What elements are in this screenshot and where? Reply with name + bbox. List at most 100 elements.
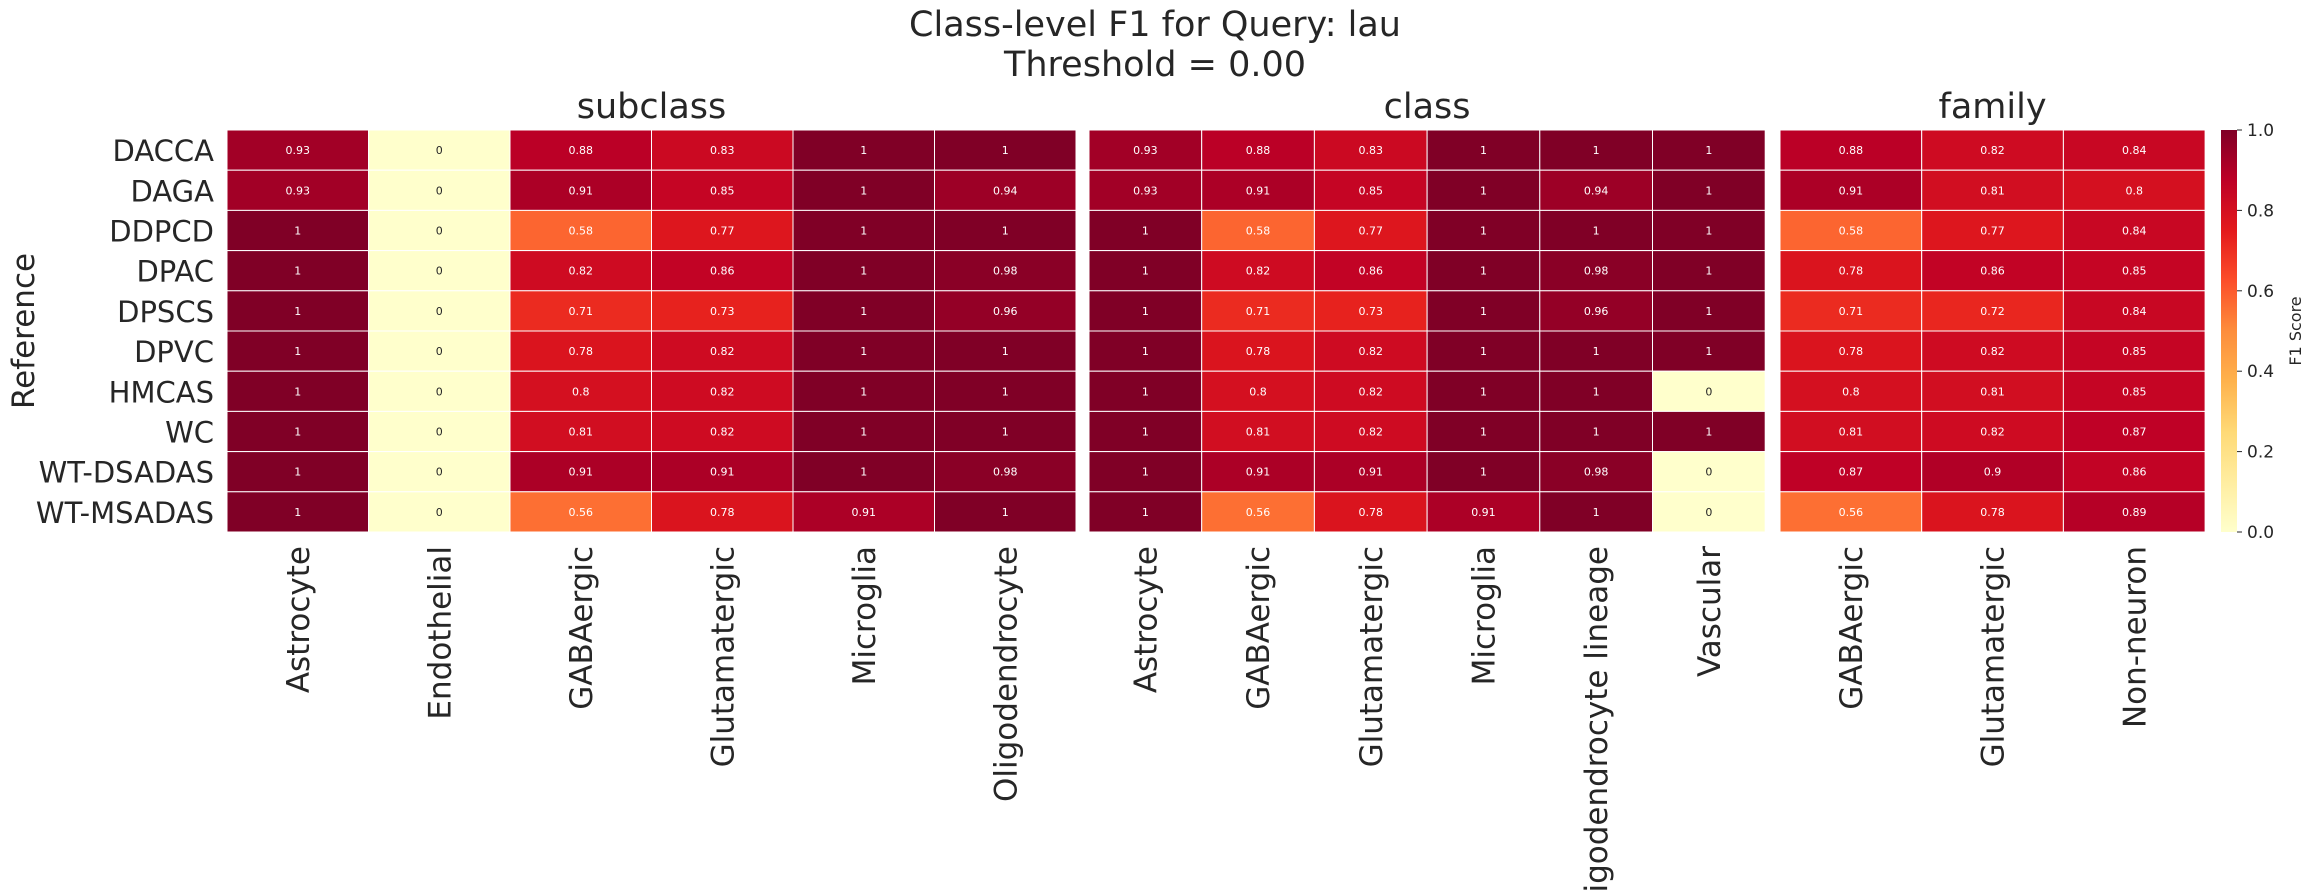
heatmap-cell — [226, 370, 369, 412]
cell-value: 1 — [860, 265, 867, 278]
heatmap-cell — [792, 250, 935, 292]
heatmap-cell — [1088, 370, 1203, 412]
cell-value: 1 — [860, 426, 867, 439]
heatmap-cell — [1779, 370, 1923, 412]
heatmap-cell — [1652, 209, 1766, 252]
cell-value: 0.82 — [1246, 265, 1271, 278]
cell-value: 0.8 — [2126, 184, 2144, 197]
cell-value: 0.86 — [710, 265, 735, 278]
cell-value: 0.56 — [1246, 506, 1271, 519]
cell-value: 0.77 — [710, 225, 735, 238]
cell-value: 0 — [436, 426, 443, 439]
cell-value: 1 — [1002, 385, 1009, 398]
cell-value: 0.93 — [286, 144, 311, 157]
panel-subclass: subclass 0.93 0 0.88 0.83 1 1 0.93 0 0.91 0.85 1 0.9… — [226, 87, 1077, 802]
column-label: Astrocyte — [1128, 546, 1164, 693]
cell-value: 0.56 — [569, 506, 594, 519]
cell-value: 0.91 — [569, 184, 594, 197]
panel-title: class — [1384, 87, 1471, 127]
heatmap-cell — [2062, 290, 2206, 332]
cell-value: 1 — [294, 466, 301, 479]
cell-value: 1 — [1142, 466, 1149, 479]
heatmap-cell — [1539, 451, 1654, 493]
cell-value: 0.85 — [2122, 385, 2147, 398]
cell-value: 0.98 — [993, 466, 1018, 479]
colorbar: 0.0 0.2 0.4 0.6 0.8 1.0 F1 Score — [2221, 121, 2305, 543]
heatmap-cell — [368, 169, 511, 211]
cell-value: 0.96 — [1584, 305, 1609, 318]
heatmap-cell — [226, 491, 369, 533]
panel-class: class 0.93 0.88 0.83 1 1 1 0.93 0.91 0.85 1 0.94 1 1 0… — [1088, 87, 1766, 895]
cell-value: 1 — [1480, 184, 1487, 197]
heatmap-cell — [1921, 129, 2064, 171]
heatmap-cell — [1426, 250, 1541, 292]
cell-value: 0.78 — [1359, 506, 1384, 519]
chart-title: Class-level F1 for Query: lau — [909, 5, 1401, 45]
cell-value: 0.88 — [1839, 144, 1864, 157]
cell-value: 1 — [860, 184, 867, 197]
row-label: WT-MSADAS — [36, 496, 214, 530]
heatmap-cell — [1088, 330, 1203, 372]
cell-value: 0.81 — [1980, 184, 2005, 197]
cell-value: 1 — [1142, 225, 1149, 238]
cell-value: 1 — [294, 426, 301, 439]
cell-value: 1 — [860, 144, 867, 157]
heatmap-cell — [2062, 451, 2206, 493]
heatmap-cell — [226, 129, 369, 171]
cell-value: 0 — [1705, 466, 1712, 479]
cell-value: 0.86 — [2122, 466, 2147, 479]
cell-value: 0 — [436, 345, 443, 358]
row-labels: DACCA DAGA DDPCD DPAC DPSCS DPVC HMCAS WC WT-DSA… — [36, 134, 214, 530]
cell-value: 0 — [436, 466, 443, 479]
cell-value: 1 — [860, 225, 867, 238]
cell-value: 1 — [294, 385, 301, 398]
cell-value: 0.71 — [1839, 305, 1864, 318]
heatmap-cell — [651, 410, 794, 453]
cell-value: 0.56 — [1839, 506, 1864, 519]
cell-value: 0.81 — [1980, 385, 2005, 398]
cell-value: 0.91 — [710, 466, 735, 479]
cell-value: 1 — [294, 345, 301, 358]
heatmap-cell — [1652, 250, 1766, 292]
heatmap-cell — [1779, 491, 1923, 533]
cell-value: 1 — [1142, 305, 1149, 318]
row-label: HMCAS — [109, 375, 214, 409]
cell-value: 1 — [1142, 506, 1149, 519]
cell-value: 0.89 — [2122, 506, 2147, 519]
heatmap-cell — [2062, 330, 2206, 372]
cell-value: 1 — [1705, 144, 1712, 157]
cell-value: 0.82 — [710, 385, 735, 398]
heatmap-cell — [1921, 290, 2064, 332]
cell-value: 1 — [1142, 385, 1149, 398]
column-label: Glutamatergic — [705, 546, 741, 767]
heatmap-cell — [226, 290, 369, 332]
heatmap-cell — [226, 250, 369, 292]
cell-value: 0.91 — [852, 506, 877, 519]
heatmap-cell — [1313, 250, 1428, 292]
colorbar-gradient — [2221, 130, 2237, 532]
cell-value: 0.98 — [993, 265, 1018, 278]
cell-value: 0.71 — [569, 305, 594, 318]
cell-value: 1 — [1705, 305, 1712, 318]
cell-value: 0.8 — [572, 385, 590, 398]
cell-value: 1 — [860, 466, 867, 479]
heatmap-cell — [1088, 169, 1203, 211]
cell-value: 1 — [1142, 265, 1149, 278]
cell-value: 0.85 — [710, 184, 735, 197]
heatmap-cell — [1313, 370, 1428, 412]
heatmap-cell — [1539, 250, 1654, 292]
heatmap-cell — [368, 451, 511, 493]
cell-value: 0.58 — [1246, 225, 1271, 238]
cell-value: 0.88 — [569, 144, 594, 157]
cell-value: 1 — [860, 305, 867, 318]
cell-value: 0.8 — [1249, 385, 1267, 398]
heatmap-cell — [651, 209, 794, 252]
cell-value: 0.77 — [1359, 225, 1384, 238]
heatmap-cell — [1088, 410, 1203, 453]
heatmap-cell — [226, 410, 369, 453]
heatmap-cell — [1539, 209, 1654, 252]
cell-value: 1 — [1002, 506, 1009, 519]
chart-subtitle: Threshold = 0.00 — [1003, 45, 1306, 85]
row-label: DAGA — [131, 174, 215, 208]
cell-value: 0.84 — [2122, 144, 2147, 157]
